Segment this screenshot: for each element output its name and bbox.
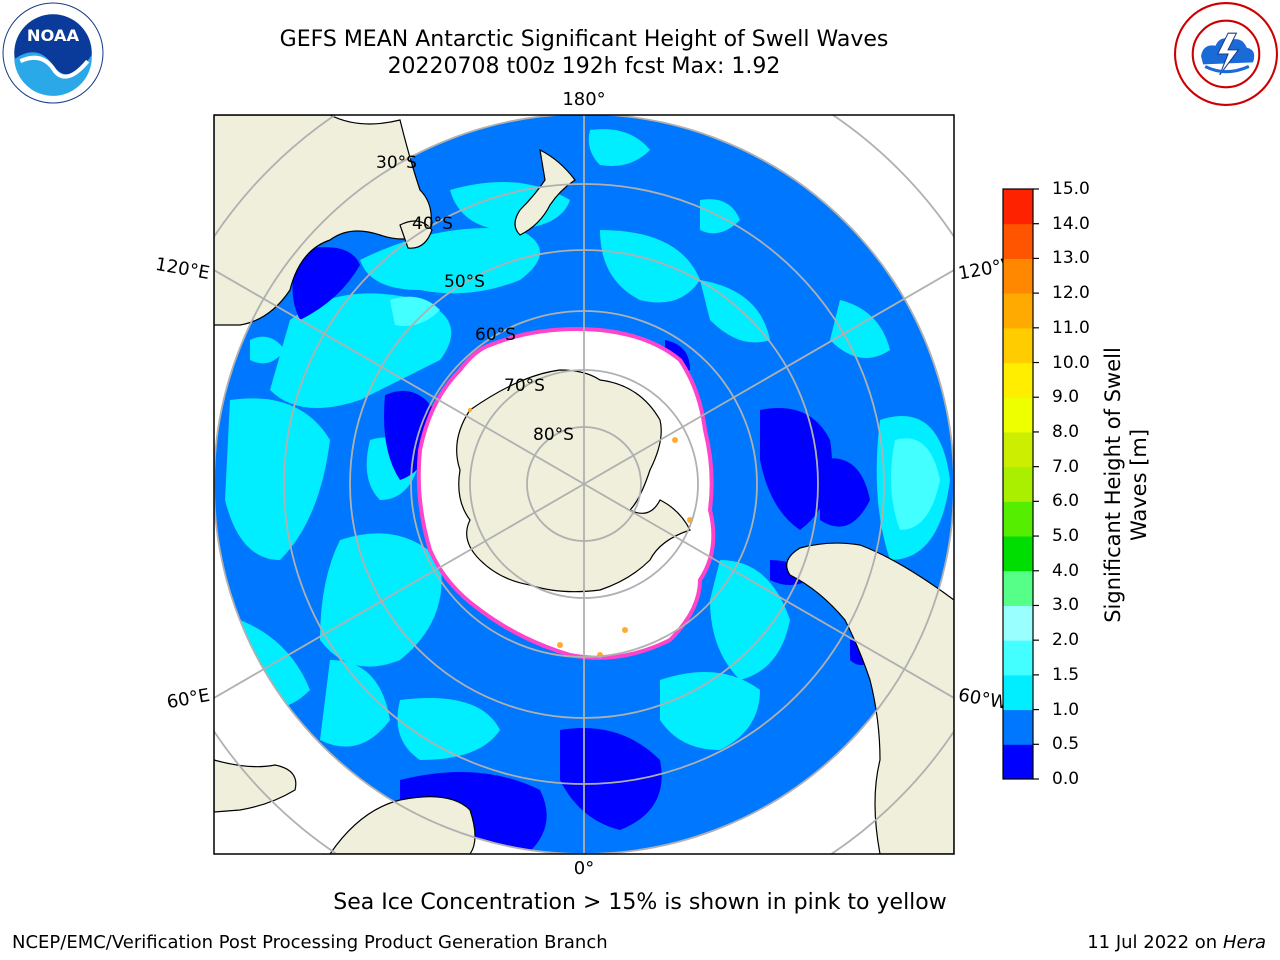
noaa-logo-icon: NOAA [2,2,104,104]
footer-credit: NCEP/EMC/Verification Post Processing Pr… [12,932,608,953]
colorbar-segment [1003,536,1033,572]
lon-label-60w: 60°W [957,685,1010,714]
colorbar-label-line2: Waves [m] [1127,429,1151,541]
antarctica [456,369,691,593]
colorbar-tick-label: 9.0 [1052,387,1080,408]
nws-logo-icon [1174,2,1278,106]
lat-label-60s: 60°S [475,325,516,345]
colorbar-segment [1003,501,1033,537]
colorbar-tick-label: 5.0 [1052,526,1080,547]
colorbar-tick-label: 10.0 [1052,352,1090,373]
colorbar-tick-label: 1.0 [1052,699,1080,720]
colorbar-tick-label: 8.0 [1052,421,1080,442]
lon-label-60e: 60°E [165,685,211,713]
footer-host: Hera [1222,932,1266,953]
colorbar-tick-label: 11.0 [1052,317,1090,338]
colorbar-segment [1003,640,1033,676]
colorbar-segment [1003,431,1033,468]
colorbar-tick-label: 14.0 [1052,213,1090,234]
colorbar-segment [1003,293,1033,329]
lon-label-0: 0° [574,858,594,879]
lat-label-50s: 50°S [444,272,485,292]
colorbar-tick-label: 7.0 [1052,456,1080,477]
colorbar-tick-label: 15.0 [1052,179,1090,199]
lat-label-30s: 30°S [376,153,417,173]
colorbar-segment [1003,605,1033,641]
colorbar-segment [1003,466,1033,502]
map-frame [213,114,955,855]
colorbar-segment [1003,189,1033,225]
colorbar-label: Significant Height of Swell Waves [m] [1101,347,1151,623]
colorbar-tick-label: 4.0 [1052,560,1080,581]
colorbar-segment [1003,674,1033,711]
colorbar-segment [1003,327,1033,364]
colorbar-tick-label: 3.0 [1052,595,1080,616]
footer-date-text: 11 Jul 2022 on [1087,932,1223,953]
colorbar-tick-label: 2.0 [1052,630,1080,651]
colorbar [1003,188,1039,780]
colorbar-segment [1003,362,1033,398]
footer-date: 11 Jul 2022 on Hera [1087,932,1266,953]
colorbar-segment [1003,397,1033,433]
colorbar-segment [1003,744,1033,780]
colorbar-tick-label: 12.0 [1052,283,1090,304]
colorbar-tick-label: 1.5 [1052,664,1080,685]
sea-ice-caption: Sea Ice Concentration > 15% is shown in … [333,890,947,915]
colorbar-tick-label: 13.0 [1052,248,1090,269]
colorbar-frame [1002,188,1034,780]
lat-label-40s: 40°S [412,214,453,234]
longitude-gridlines [214,115,954,854]
colorbar-tick-label: 6.0 [1052,491,1080,512]
colorbar-segment [1003,570,1033,606]
colorbar-segment [1003,223,1033,259]
chart-title: GEFS MEAN Antarctic Significant Height o… [279,27,889,52]
lat-label-80s: 80°S [533,425,574,445]
lat-label-70s: 70°S [504,376,545,396]
colorbar-segment [1003,709,1033,745]
lon-label-120e: 120°E [154,254,212,284]
colorbar-tick-label: 0.0 [1052,769,1080,789]
colorbar-tick-label: 0.5 [1052,734,1080,755]
colorbar-segment [1003,258,1033,294]
noaa-logo-text: NOAA [27,26,80,45]
swell-1p5-2-patches [390,296,940,530]
lon-label-180: 180° [562,89,605,110]
colorbar-label-line1: Significant Height of Swell [1101,347,1125,623]
chart-subtitle: 20220708 t00z 192h fcst Max: 1.92 [387,54,781,79]
